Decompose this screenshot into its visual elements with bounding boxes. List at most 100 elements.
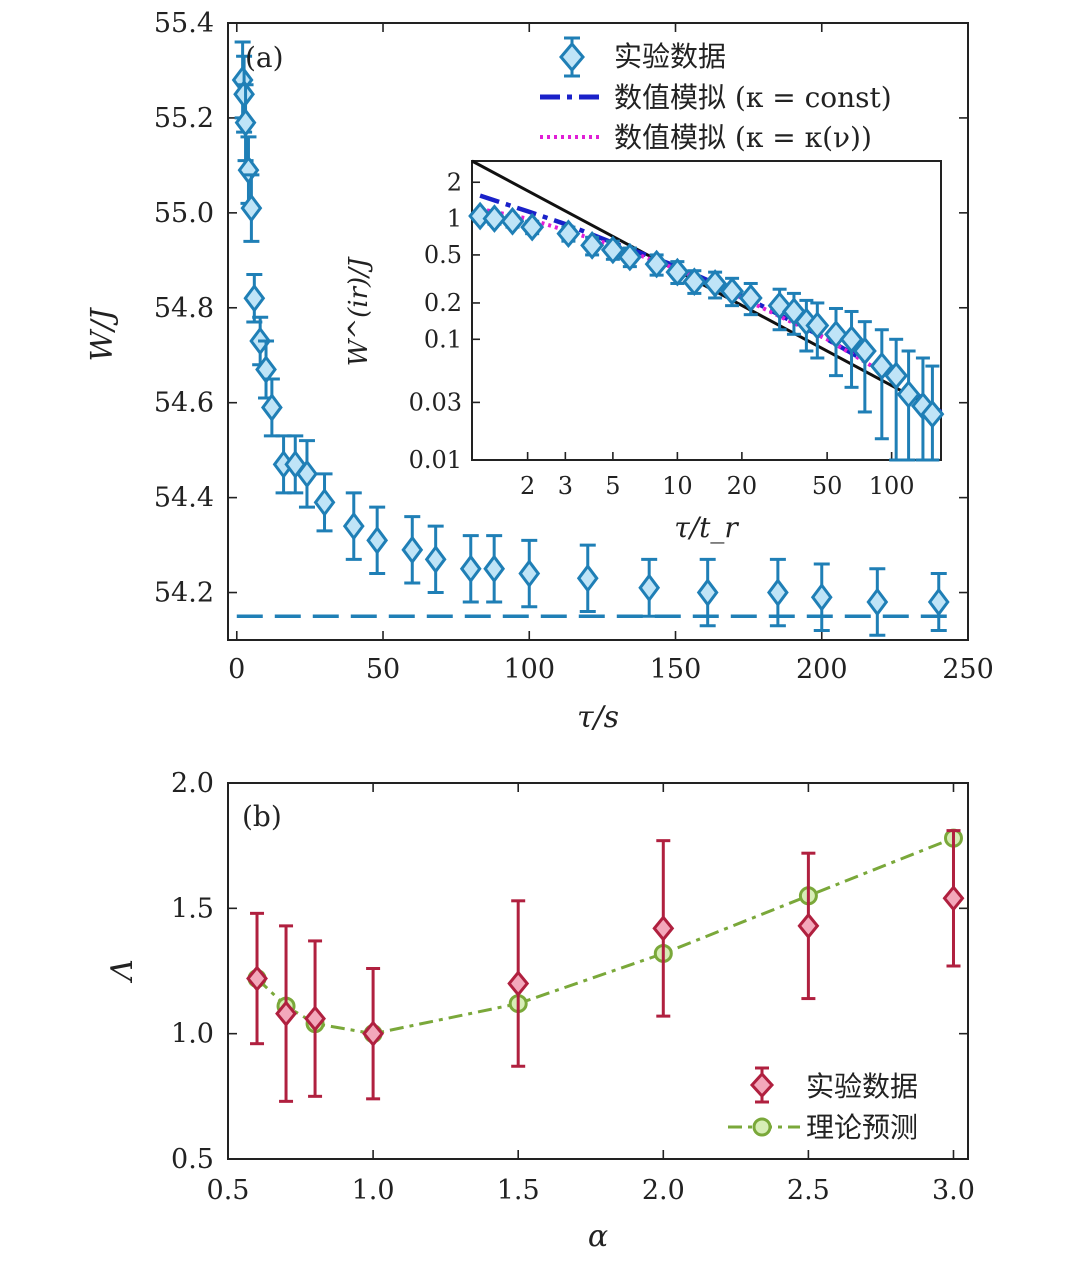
- diamond-marker: [401, 535, 424, 565]
- diamond-marker: [556, 219, 581, 249]
- inset-y-tick-label: 0.1: [424, 325, 462, 353]
- diamond-marker: [459, 554, 482, 584]
- diamond-marker: [240, 193, 263, 223]
- diamond-marker: [468, 201, 493, 231]
- inset-data-point: [600, 235, 625, 265]
- diamond-marker: [696, 578, 719, 608]
- data-point: [240, 173, 263, 243]
- data-point: [243, 273, 266, 324]
- inset-data-point: [556, 219, 581, 249]
- diamond-marker: [313, 487, 336, 517]
- panel-b-series-theory: [247, 828, 963, 1044]
- diamond-marker: [738, 283, 763, 313]
- legend-label-experiment: 实验数据: [614, 40, 726, 73]
- data-point: [797, 851, 820, 1001]
- data-point: [234, 83, 257, 163]
- inset-data-point: [682, 267, 707, 297]
- diamond-marker: [275, 1000, 297, 1027]
- panel-b: 0.5 1.0 1.5 2.0 2.5 3.0 0.5 1.0 1.5 2.0 (b) α Λ 实…: [105, 768, 975, 1254]
- diamond-marker: [638, 573, 661, 603]
- panel-a-label: (a): [245, 41, 284, 74]
- inset-data-point: [520, 212, 545, 242]
- y-tick-label: 55.0: [154, 198, 214, 229]
- diamond-marker: [852, 336, 877, 366]
- diamond-marker: [942, 884, 965, 912]
- x-tick-label: 1.5: [497, 1175, 540, 1206]
- panel-b-plot-area: [227, 782, 969, 1160]
- x-tick-label: 1.0: [352, 1175, 395, 1206]
- inset-data-point: [839, 309, 864, 389]
- diamond-marker: [767, 578, 789, 608]
- inset-x-axis-label: τ/t_r: [674, 511, 739, 544]
- inset-data-point: [644, 249, 669, 279]
- data-point: [284, 434, 307, 495]
- sim-const-line: [479, 193, 943, 414]
- diamond-marker: [927, 587, 950, 617]
- data-point: [237, 135, 260, 205]
- diamond-marker: [362, 1020, 385, 1048]
- diamond-marker: [342, 511, 365, 541]
- data-point: [362, 966, 385, 1101]
- diamond-marker: [424, 544, 447, 574]
- diamond-marker: [896, 379, 921, 409]
- x-tick-label: 2.0: [642, 1175, 685, 1206]
- inset-data-point: [869, 328, 894, 441]
- diamond-marker: [600, 235, 625, 265]
- data-point: [942, 829, 965, 968]
- y-tick-label: 1.0: [171, 1019, 214, 1050]
- inset-y-axis-label: W^(ir)/J: [344, 256, 374, 366]
- panel-a-legend: 实验数据 数值模拟 (κ = const) 数值模拟 (κ = κ(ν)): [540, 36, 892, 154]
- diamond-marker: [482, 204, 507, 233]
- diamond-marker: [797, 912, 820, 940]
- panel-b-ticks: 0.5 1.0 1.5 2.0 2.5 3.0 0.5 1.0 1.5 2.0: [171, 768, 975, 1206]
- inset-data-point: [665, 257, 690, 287]
- data-point: [638, 557, 661, 618]
- diamond-marker: [304, 1005, 326, 1032]
- data-point: [255, 339, 277, 400]
- diamond-marker: [665, 257, 690, 287]
- inset-x-tick-label: 100: [869, 472, 915, 500]
- diamond-marker: [866, 587, 889, 617]
- diamond-marker: [767, 291, 792, 320]
- inset-x-tick-label: 2: [520, 472, 535, 500]
- legend-label-sim-const: 数值模拟 (κ = const): [614, 81, 892, 114]
- y-tick-label: 54.8: [154, 293, 214, 324]
- x-tick-label: 150: [650, 654, 702, 685]
- panel-b-series-experiment: [246, 829, 965, 1103]
- diamond-marker: [518, 559, 541, 589]
- inset-y-tick-label: 0.2: [424, 289, 462, 317]
- diamond-marker: [260, 392, 283, 422]
- x-tick-label: 50: [366, 654, 400, 685]
- inset-y-tick-label: 2: [447, 168, 462, 196]
- y-tick-label: 2.0: [171, 768, 214, 799]
- panel-a-y-axis-label: W/J: [85, 307, 120, 362]
- legend-line-theory: [728, 1117, 800, 1137]
- legend-label-sim-kappa-nu: 数值模拟 (κ = κ(ν)): [614, 121, 872, 154]
- x-tick-label: 0: [228, 654, 245, 685]
- panel-b-label: (b): [242, 800, 282, 833]
- inset-curves: [471, 159, 943, 416]
- legend-marker-experiment: [559, 36, 585, 78]
- inset-data-point: [805, 301, 830, 360]
- inset-x-tick-label: 50: [812, 472, 843, 500]
- inset-x-tick-label: 20: [727, 472, 758, 500]
- diamond-marker: [500, 206, 525, 236]
- x-tick-label: 250: [942, 654, 994, 685]
- y-tick-label: 0.5: [171, 1144, 214, 1175]
- theory-line: [255, 836, 955, 1036]
- diamond-marker: [366, 525, 389, 555]
- data-point: [810, 562, 833, 633]
- data-point: [342, 491, 365, 561]
- panel-b-legend: 实验数据 理论预测: [728, 1066, 918, 1144]
- data-point: [401, 515, 424, 585]
- legend-label-theory: 理论预测: [806, 1111, 918, 1144]
- inset-data-point: [852, 320, 877, 414]
- diamond-marker: [682, 267, 707, 297]
- diamond-marker: [884, 361, 909, 390]
- panel-a-ticks: 0 50 100 150 200 25054.254.454.654.855.055.25…: [154, 8, 994, 685]
- x-tick-label: 3.0: [932, 1175, 975, 1206]
- legend-marker-experiment-b: [749, 1066, 775, 1104]
- diamond-marker: [652, 915, 675, 942]
